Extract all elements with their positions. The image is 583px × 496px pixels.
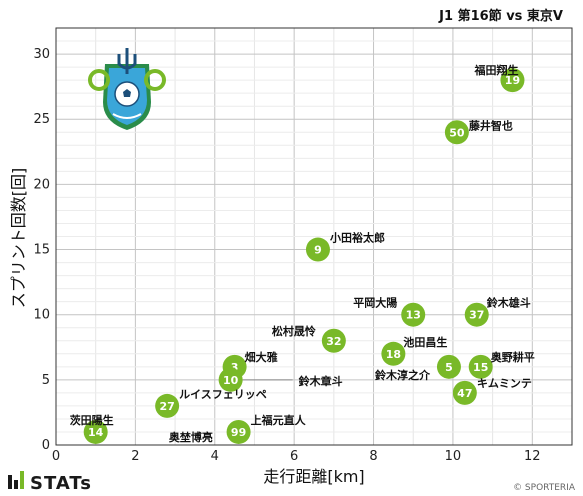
point-player-name: 畑大雅 — [245, 350, 278, 364]
point-marker — [500, 68, 525, 93]
y-tick-label: 15 — [33, 243, 50, 258]
point-player-name: 平岡大陽 — [353, 296, 397, 310]
point-marker — [83, 419, 108, 444]
point-player-name: 鈴木雄斗 — [487, 296, 531, 310]
point-player-name: キムミンテ — [477, 377, 532, 390]
point-number: 99 — [231, 426, 246, 439]
point-marker — [321, 328, 346, 353]
axis-ticks: 0 2 4 6 8 10 12 0 5 10 15 20 25 30 — [33, 47, 540, 464]
point-marker — [452, 380, 477, 405]
point-number: 3 — [231, 361, 239, 374]
point-marker — [464, 302, 489, 327]
scatter-point: 奥埜博亮 — [168, 430, 213, 444]
x-tick-label: 0 — [52, 449, 60, 464]
point-player-name: 松村晟怜 — [272, 324, 316, 338]
y-axis-label: スプリント回数[回] — [9, 168, 28, 309]
credit: © SPORTERIA — [513, 483, 576, 493]
point-marker — [444, 120, 469, 145]
brand-name: STATs — [30, 473, 92, 494]
point-player-name: 奥野耕平 — [490, 350, 535, 364]
y-tick-label: 5 — [42, 373, 50, 388]
x-tick-label: 10 — [445, 449, 462, 464]
point-number: 5 — [445, 361, 453, 374]
point-marker — [226, 419, 251, 444]
point-number: 14 — [88, 426, 104, 439]
y-tick-label: 0 — [42, 438, 50, 453]
point-player-name: 藤井智也 — [469, 118, 513, 132]
point-number: 15 — [473, 361, 488, 374]
point-marker — [381, 341, 406, 366]
point-player-name: 上福元直人 — [251, 413, 307, 427]
scatter-point: 47 キムミンテ — [452, 377, 532, 405]
x-tick-label: 2 — [131, 449, 139, 464]
point-player-name: ルイスフェリッペ — [179, 388, 267, 401]
point-player-name: 鈴木章斗 — [299, 374, 343, 388]
point-marker — [218, 367, 243, 392]
point-number: 27 — [159, 400, 174, 413]
point-number: 18 — [386, 348, 401, 361]
x-tick-label: 6 — [290, 449, 298, 464]
scatter-point: 5 鈴木淳之介 — [375, 354, 461, 382]
point-number: 47 — [457, 387, 472, 400]
point-marker — [305, 237, 330, 262]
y-tick-label: 20 — [33, 177, 50, 192]
y-tick-label: 25 — [33, 112, 50, 127]
point-number: 50 — [449, 126, 465, 139]
match-title: J1 第16節 vs 東京V — [438, 8, 563, 24]
x-tick-label: 4 — [211, 449, 219, 464]
point-player-name: 茨田陽生 — [70, 413, 114, 427]
point-player-name: 池田昌生 — [403, 335, 447, 349]
scatter-point: 50 藤井智也 — [444, 118, 513, 145]
point-player-name: 鈴木淳之介 — [375, 368, 431, 382]
x-tick-label: 8 — [369, 449, 377, 464]
point-number: 37 — [469, 309, 484, 322]
x-axis-label: 走行距離[km] — [263, 467, 364, 486]
shonan-bellmare-crest-icon — [88, 48, 166, 130]
y-tick-label: 30 — [33, 47, 50, 62]
point-number: 10 — [223, 374, 239, 387]
y-tick-label: 10 — [33, 308, 50, 323]
point-number: 32 — [326, 335, 341, 348]
x-tick-label: 12 — [524, 449, 541, 464]
scatter-point: 99 上福元直人 — [226, 413, 307, 444]
scatter-point: 13 平岡大陽 — [353, 296, 426, 327]
stats-logo-icon — [8, 471, 24, 489]
point-player-name: 小田裕太郎 — [329, 231, 385, 245]
point-number: 13 — [406, 309, 421, 322]
point-player-name: 奥埜博亮 — [168, 430, 213, 444]
point-number: 19 — [505, 74, 520, 87]
point-player-name: 福田翔生 — [473, 63, 518, 77]
point-marker — [436, 354, 461, 379]
scatter-point: 10 鈴木章斗 — [218, 367, 343, 392]
point-marker — [468, 354, 493, 379]
point-number: 9 — [314, 244, 322, 257]
grid — [56, 28, 572, 445]
scatter-point: 9 小田裕太郎 — [305, 231, 385, 262]
scatter-point: 32 松村晟怜 — [272, 324, 346, 353]
scatter-point: 27 ルイスフェリッペ — [155, 388, 267, 418]
point-marker — [401, 302, 426, 327]
plot-frame — [55, 27, 573, 446]
point-marker — [155, 393, 180, 418]
